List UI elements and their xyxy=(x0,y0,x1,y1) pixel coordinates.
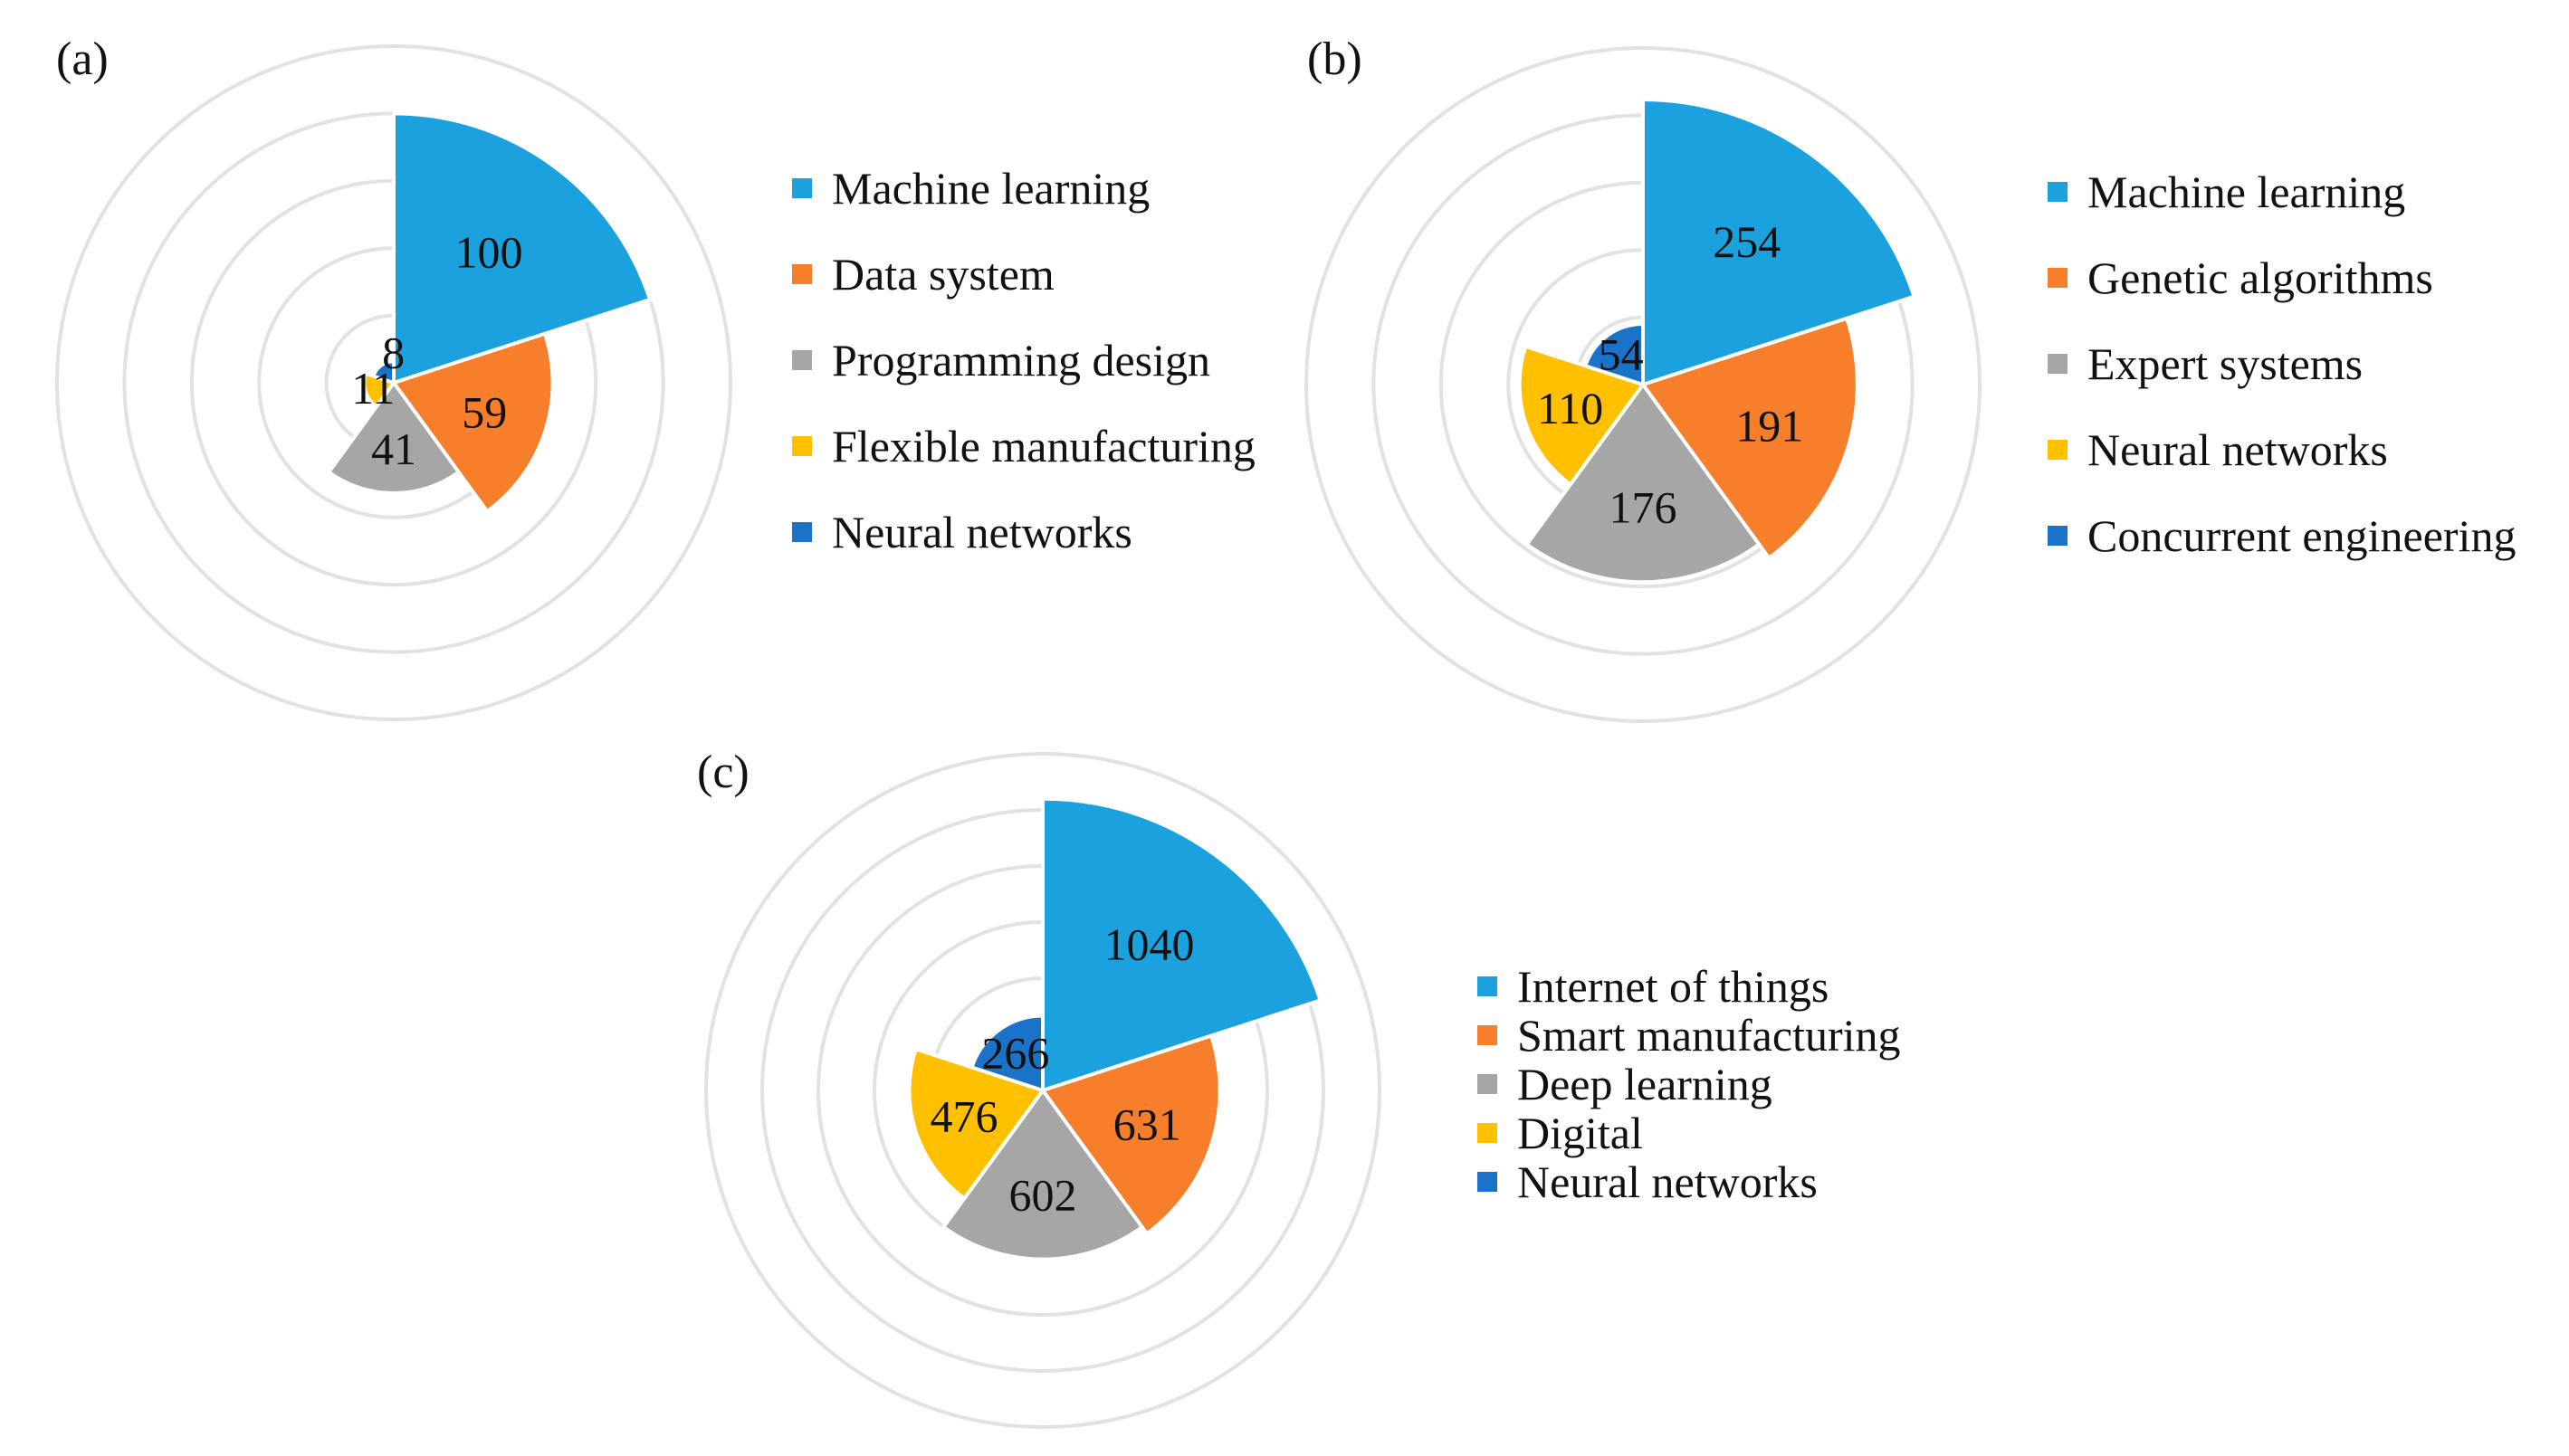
panel-label: (b) xyxy=(1307,33,1362,85)
legend-label-machine-learning: Machine learning xyxy=(832,163,1150,214)
data-label-neural-networks: 110 xyxy=(1537,383,1603,433)
legend-label-genetic-algorithms: Genetic algorithms xyxy=(2087,252,2433,303)
legend-swatch-programming-design xyxy=(792,350,812,370)
legend-swatch-internet-of-things xyxy=(1477,976,1497,996)
data-label-neural-networks: 266 xyxy=(981,1028,1049,1079)
chart-panel-c: 1040 631 602476 266 (c) Internet of thingsSma… xyxy=(697,747,1901,1427)
legend-swatch-machine-learning xyxy=(2048,182,2068,202)
legend-swatch-neural-networks xyxy=(1477,1172,1497,1192)
data-label-machine-learning: 254 xyxy=(1713,216,1781,267)
data-label-expert-systems: 176 xyxy=(1609,481,1677,532)
data-label-data-system: 59 xyxy=(462,387,507,438)
chart-panel-b: 254 191 17611054 (b) Machine learning Genetic… xyxy=(1306,33,2516,721)
legend-swatch-data-system xyxy=(792,264,812,284)
data-label-neural-networks: 8 xyxy=(382,327,405,377)
legend-swatch-machine-learning xyxy=(792,178,812,198)
legend-swatch-digital xyxy=(1477,1123,1497,1143)
legend-label-digital: Digital xyxy=(1517,1108,1643,1158)
legend-swatch-flexible-manufacturing xyxy=(792,436,812,456)
chart-panel-a: 1005941118(a)Machine learningData system… xyxy=(56,33,1256,719)
data-label-digital: 476 xyxy=(931,1090,998,1141)
data-label-smart-manufacturing: 631 xyxy=(1113,1099,1181,1150)
data-label-concurrent-engineering: 54 xyxy=(1599,328,1644,379)
legend-label-neural-networks: Neural networks xyxy=(832,507,1132,557)
panel-label: (a) xyxy=(56,33,109,85)
legend-label-neural-networks: Neural networks xyxy=(2087,424,2388,475)
legend-label-concurrent-engineering: Concurrent engineering xyxy=(2087,510,2516,561)
legend-swatch-deep-learning xyxy=(1477,1074,1497,1094)
legend-label-expert-systems: Expert systems xyxy=(2087,338,2363,389)
legend-swatch-neural-networks xyxy=(792,522,812,542)
legend-swatch-genetic-algorithms xyxy=(2048,268,2068,288)
legend-swatch-smart-manufacturing xyxy=(1477,1025,1497,1045)
data-label-genetic-algorithms: 191 xyxy=(1735,400,1803,451)
data-label-internet-of-things: 1040 xyxy=(1104,918,1195,969)
legend-label-machine-learning: Machine learning xyxy=(2087,167,2405,217)
legend-label-programming-design: Programming design xyxy=(832,335,1210,385)
legend-swatch-neural-networks xyxy=(2048,440,2068,460)
legend-label-deep-learning: Deep learning xyxy=(1517,1059,1772,1109)
legend-label-internet-of-things: Internet of things xyxy=(1517,961,1829,1012)
legend-label-smart-manufacturing: Smart manufacturing xyxy=(1517,1010,1901,1061)
legend-swatch-concurrent-engineering xyxy=(2048,526,2068,546)
data-label-programming-design: 41 xyxy=(371,423,416,474)
legend-label-data-system: Data system xyxy=(832,249,1055,300)
legend-label-flexible-manufacturing: Flexible manufacturing xyxy=(832,421,1256,471)
legend-swatch-expert-systems xyxy=(2048,354,2068,374)
data-label-deep-learning: 602 xyxy=(1009,1170,1077,1221)
panel-label: (c) xyxy=(697,747,750,798)
data-label-machine-learning: 100 xyxy=(455,227,523,278)
legend-label-neural-networks: Neural networks xyxy=(1517,1156,1818,1207)
figure-canvas: 1005941118(a)Machine learningData system… xyxy=(0,0,2569,1456)
